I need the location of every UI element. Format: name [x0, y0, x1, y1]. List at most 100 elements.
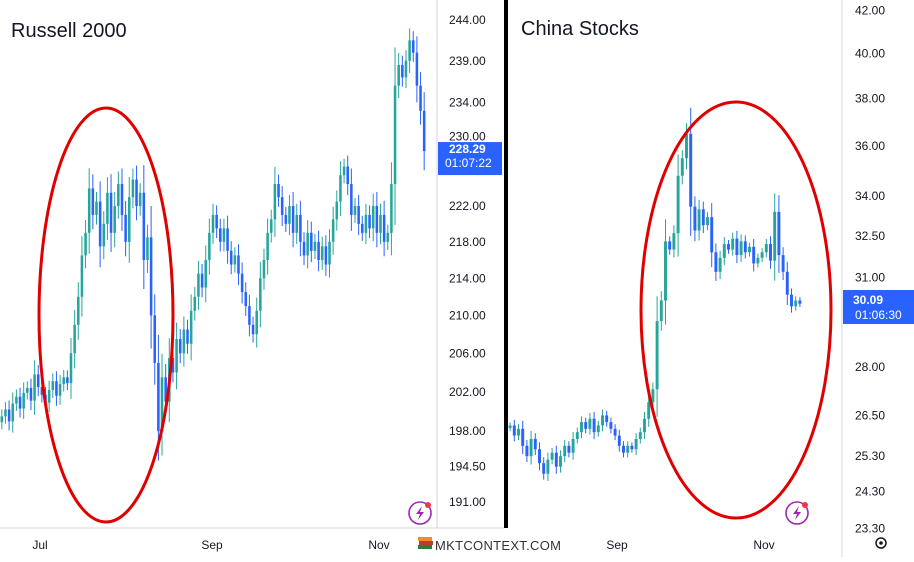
candle — [592, 411, 596, 440]
right-chart-title: China Stocks — [521, 18, 639, 40]
candle — [584, 417, 588, 434]
candle — [397, 52, 400, 98]
candle — [109, 174, 113, 252]
candle — [135, 165, 138, 221]
candle — [320, 236, 324, 270]
candle — [280, 186, 284, 227]
candle — [310, 221, 313, 263]
left-y-axis[interactable]: 244.00 239.00 234.00 230.00 222.00 218.00 214.… — [449, 13, 486, 509]
candle — [419, 72, 422, 125]
candle — [18, 387, 22, 418]
candle — [739, 234, 743, 263]
candle — [647, 394, 651, 427]
candle — [251, 316, 255, 343]
candle — [51, 373, 55, 398]
candle — [284, 206, 288, 232]
y-tick-label: 26.50 — [855, 408, 885, 422]
candle — [240, 262, 244, 304]
candle — [219, 218, 222, 252]
y-tick-label: 198.00 — [449, 424, 486, 438]
right-price-tag-box — [843, 290, 914, 324]
candle — [529, 430, 533, 465]
panel-divider — [504, 0, 508, 528]
candle — [609, 417, 613, 434]
right-y-axis[interactable]: 42.00 40.00 38.00 36.00 34.00 32.50 31.00 28.00… — [855, 3, 885, 535]
candle — [617, 429, 621, 452]
brand-label: MKTCONTEXT.COM — [435, 538, 561, 553]
brand-watermark: MKTCONTEXT.COM — [418, 537, 561, 553]
candle — [229, 241, 233, 275]
candle — [22, 382, 25, 419]
candle — [259, 262, 262, 328]
x-tick-label: Sep — [606, 538, 628, 552]
candle — [4, 402, 7, 424]
candle — [178, 329, 182, 364]
y-tick-label: 25.30 — [855, 449, 885, 463]
right-chart-panel: 42.00 40.00 38.00 36.00 34.00 32.50 31.00 28.00… — [508, 0, 914, 557]
candle — [785, 261, 789, 306]
candle — [95, 192, 98, 225]
candle — [200, 264, 204, 298]
candle — [794, 296, 798, 311]
candle — [0, 409, 4, 430]
candle — [710, 203, 714, 268]
right-x-axis[interactable]: Sep Nov — [606, 538, 774, 552]
candle — [26, 381, 29, 400]
candle — [295, 203, 299, 245]
candle — [244, 282, 248, 316]
right-candles — [508, 107, 802, 481]
left-x-axis[interactable]: Jul Sep Nov — [32, 538, 389, 552]
y-tick-label: 230.00 — [449, 129, 486, 143]
candle — [393, 47, 397, 225]
right-last-price: 30.09 — [853, 293, 883, 307]
candle — [390, 162, 393, 256]
candle — [317, 230, 320, 272]
candle — [538, 442, 541, 471]
candle — [339, 161, 342, 216]
y-tick-label: 31.00 — [855, 270, 885, 284]
candle — [302, 232, 306, 266]
candle — [756, 253, 760, 268]
candle — [197, 260, 200, 310]
y-tick-label: 24.30 — [855, 485, 885, 499]
candle — [643, 411, 646, 440]
candle — [764, 239, 768, 258]
left-lightning-icon[interactable] — [408, 501, 432, 525]
candle — [777, 195, 781, 273]
candle — [769, 236, 772, 269]
candle — [342, 158, 346, 184]
left-highlight-ellipse — [37, 106, 175, 524]
right-highlight-ellipse — [639, 100, 833, 520]
candle — [659, 291, 663, 331]
candle — [29, 378, 33, 411]
candle — [102, 211, 106, 260]
y-tick-label: 214.00 — [449, 271, 486, 285]
candle — [622, 441, 625, 458]
left-price-tag-box — [438, 142, 502, 176]
candle — [596, 420, 600, 437]
candle — [706, 212, 709, 231]
candle — [613, 424, 617, 441]
y-tick-label: 202.00 — [449, 385, 486, 399]
settings-gear-icon[interactable] — [875, 537, 887, 549]
candle — [153, 294, 157, 385]
candle — [375, 191, 379, 248]
candle — [630, 442, 634, 453]
candle — [508, 422, 512, 432]
right-lightning-icon[interactable] — [785, 501, 809, 525]
candle — [743, 235, 747, 259]
candle — [404, 50, 408, 89]
left-last-price: 228.29 — [449, 142, 486, 156]
candle — [353, 198, 357, 224]
candle — [15, 389, 18, 411]
y-tick-label: 239.00 — [449, 54, 486, 68]
candle — [33, 360, 36, 415]
candle — [512, 419, 516, 442]
candle — [149, 206, 153, 349]
candle — [798, 297, 802, 308]
candle — [346, 155, 349, 196]
y-tick-label: 244.00 — [449, 13, 486, 27]
candle — [98, 181, 102, 268]
candle — [117, 171, 120, 219]
candle — [328, 229, 331, 278]
